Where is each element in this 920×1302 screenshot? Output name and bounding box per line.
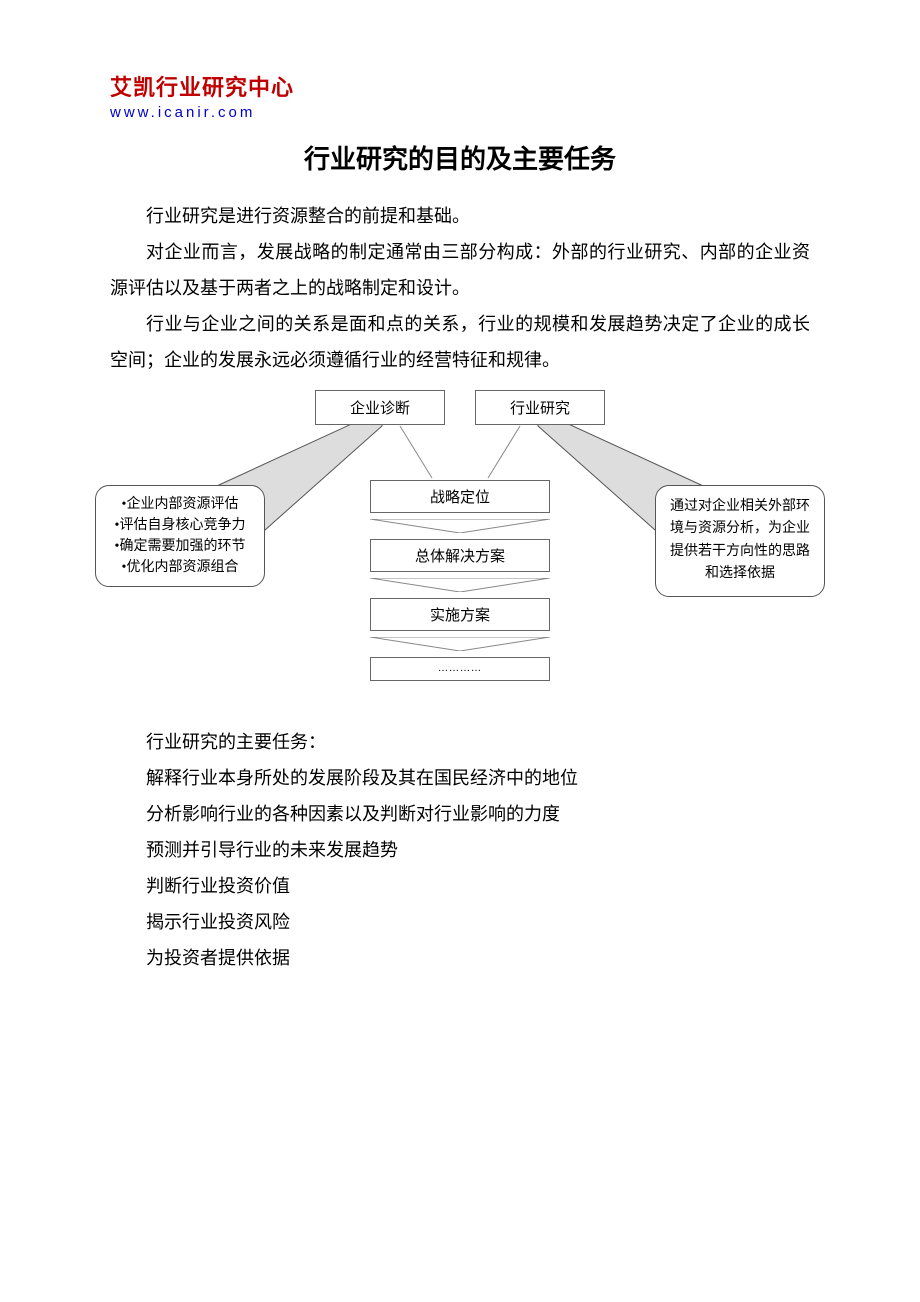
left-callout-item-2: •评估自身核心竞争力 bbox=[104, 515, 256, 536]
task-item-3: 预测并引导行业的未来发展趋势 bbox=[110, 832, 810, 868]
logo-url: www.icanir.com bbox=[110, 104, 810, 121]
right-callout: 通过对企业相关外部环境与资源分析，为企业提供若干方向性的思路和选择依据 bbox=[655, 485, 825, 597]
document-page: 艾凯行业研究中心 www.icanir.com 行业研究的目的及主要任务 行业研… bbox=[0, 0, 920, 976]
flowchart-top-row: 企业诊断 行业研究 bbox=[150, 390, 770, 425]
left-callout-item-4: •优化内部资源组合 bbox=[104, 557, 256, 578]
page-title: 行业研究的目的及主要任务 bbox=[110, 139, 810, 176]
box-strategy-positioning: 战略定位 bbox=[370, 480, 550, 513]
tasks-heading: 行业研究的主要任务： bbox=[110, 724, 810, 760]
down-arrow-icon bbox=[370, 519, 550, 533]
left-callout-item-1: •企业内部资源评估 bbox=[104, 494, 256, 515]
box-industry-research: 行业研究 bbox=[475, 390, 605, 425]
paragraph-1: 行业研究是进行资源整合的前提和基础。 bbox=[110, 198, 810, 234]
box-overall-solution: 总体解决方案 bbox=[370, 539, 550, 572]
box-implementation-plan: 实施方案 bbox=[370, 598, 550, 631]
task-item-5: 揭示行业投资风险 bbox=[110, 904, 810, 940]
left-callout-item-3: •确定需要加强的环节 bbox=[104, 536, 256, 557]
task-item-6: 为投资者提供依据 bbox=[110, 940, 810, 976]
logo-title: 艾凯行业研究中心 bbox=[110, 70, 810, 102]
left-callout: •企业内部资源评估 •评估自身核心竞争力 •确定需要加强的环节 •优化内部资源组… bbox=[95, 485, 265, 587]
task-item-2: 分析影响行业的各种因素以及判断对行业影响的力度 bbox=[110, 796, 810, 832]
down-arrow-icon bbox=[370, 578, 550, 592]
box-enterprise-diagnosis: 企业诊断 bbox=[315, 390, 445, 425]
paragraph-3: 行业与企业之间的关系是面和点的关系，行业的规模和发展趋势决定了企业的成长空间；企… bbox=[110, 306, 810, 378]
task-item-4: 判断行业投资价值 bbox=[110, 868, 810, 904]
down-arrow-icon bbox=[370, 637, 550, 651]
strategy-flowchart: 企业诊断 行业研究 •企业内部资源评估 •评估自身核心竞争力 •确定需要加强的环… bbox=[150, 390, 770, 710]
task-item-1: 解释行业本身所处的发展阶段及其在国民经济中的地位 bbox=[110, 760, 810, 796]
box-ellipsis: ………… bbox=[370, 657, 550, 681]
flowchart-center-column: 战略定位 总体解决方案 实施方案 ………… bbox=[370, 480, 550, 681]
logo-block: 艾凯行业研究中心 www.icanir.com bbox=[110, 70, 810, 121]
paragraph-2: 对企业而言，发展战略的制定通常由三部分构成：外部的行业研究、内部的企业资源评估以… bbox=[110, 234, 810, 306]
